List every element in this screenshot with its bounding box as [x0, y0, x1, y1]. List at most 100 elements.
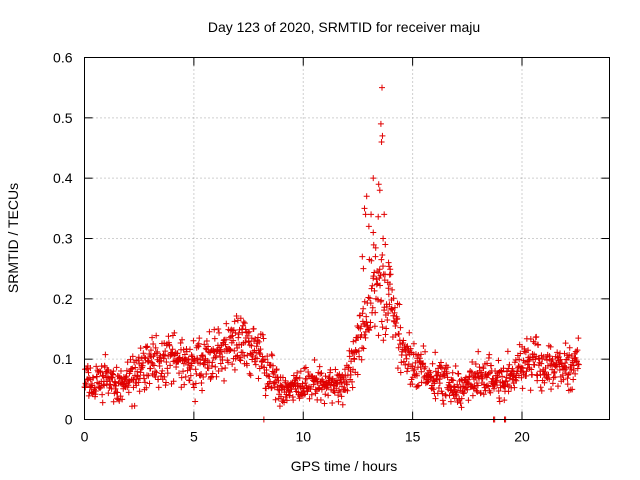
- data-point: [348, 358, 355, 365]
- data-point: [531, 361, 538, 368]
- data-point: [479, 375, 486, 382]
- data-point: [173, 363, 180, 370]
- data-point: [407, 345, 414, 352]
- data-point: [239, 349, 246, 356]
- data-point: [169, 332, 176, 339]
- data-point: [169, 346, 176, 353]
- data-point: [425, 378, 432, 385]
- data-point: [152, 344, 159, 351]
- data-point: [237, 357, 244, 364]
- data-point: [112, 379, 119, 386]
- data-point: [152, 373, 159, 380]
- x-tick-label: 15: [405, 429, 421, 445]
- data-point: [218, 348, 225, 355]
- data-point: [101, 382, 108, 389]
- data-point: [375, 181, 382, 188]
- data-point: [359, 310, 366, 317]
- data-point: [332, 366, 339, 373]
- data-point: [549, 380, 556, 387]
- data-point: [252, 361, 259, 368]
- data-point: [373, 276, 380, 283]
- data-point: [554, 383, 561, 390]
- data-point: [497, 384, 504, 391]
- data-point: [311, 357, 318, 364]
- data-point: [547, 362, 554, 369]
- data-point: [360, 305, 367, 312]
- data-point: [360, 345, 367, 352]
- data-point: [440, 400, 447, 407]
- data-point: [528, 366, 535, 373]
- data-point: [360, 265, 367, 272]
- data-point: [465, 397, 472, 404]
- data-point: [253, 343, 260, 350]
- data-point: [388, 306, 395, 313]
- data-point: [368, 211, 375, 218]
- data-point: [472, 374, 479, 381]
- data-point: [117, 368, 124, 375]
- data-point: [414, 383, 421, 390]
- data-point: [370, 229, 377, 236]
- data-point: [506, 361, 513, 368]
- data-point: [136, 388, 143, 395]
- data-point: [324, 384, 331, 391]
- data-point: [404, 343, 411, 350]
- data-point: [378, 297, 385, 304]
- data-point: [153, 332, 160, 339]
- data-point: [458, 404, 465, 411]
- data-point: [367, 300, 374, 307]
- data-point: [495, 357, 502, 364]
- data-point: [123, 373, 130, 380]
- data-point: [548, 386, 555, 393]
- data-point: [245, 338, 252, 345]
- data-point: [283, 397, 290, 404]
- data-point: [400, 337, 407, 344]
- data-point: [135, 357, 142, 364]
- data-point: [436, 376, 443, 383]
- data-point: [385, 310, 392, 317]
- data-point: [349, 384, 356, 391]
- data-point: [233, 313, 240, 320]
- data-point: [436, 380, 443, 387]
- data-point: [442, 391, 449, 398]
- data-point: [241, 353, 248, 360]
- data-point: [375, 213, 382, 220]
- data-point: [231, 318, 238, 325]
- grid: [84, 57, 610, 420]
- data-point: [178, 384, 185, 391]
- data-point: [317, 370, 324, 377]
- data-point: [182, 373, 189, 380]
- data-point: [532, 356, 539, 363]
- data-point: [532, 340, 539, 347]
- data-point: [135, 354, 142, 361]
- data-point: [257, 346, 264, 353]
- data-point: [230, 337, 237, 344]
- data-point: [256, 338, 263, 345]
- data-point: [385, 285, 392, 292]
- data-point: [534, 372, 541, 379]
- data-point: [424, 379, 431, 386]
- data-point: [422, 363, 429, 370]
- data-point: [495, 387, 502, 394]
- data-point: [517, 350, 524, 357]
- data-point: [256, 349, 263, 356]
- data-point: [201, 341, 208, 348]
- data-point: [541, 379, 548, 386]
- data-point: [290, 397, 297, 404]
- data-point: [549, 356, 556, 363]
- data-point: [488, 362, 495, 369]
- data-point: [509, 365, 516, 372]
- data-point: [552, 374, 559, 381]
- data-point: [535, 341, 542, 348]
- data-point: [263, 366, 270, 373]
- data-point: [240, 319, 247, 326]
- data-point: [382, 241, 389, 248]
- data-point: [523, 368, 530, 375]
- data-point: [404, 368, 411, 375]
- y-tick-label: 0.2: [53, 291, 73, 307]
- data-point: [366, 327, 373, 334]
- data-point: [147, 365, 154, 372]
- data-point: [192, 380, 199, 387]
- data-point: [322, 373, 329, 380]
- data-point: [196, 335, 203, 342]
- data-point: [301, 391, 308, 398]
